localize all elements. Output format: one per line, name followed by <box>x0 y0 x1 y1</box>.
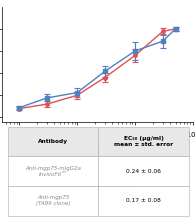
Legend: Anti-mgp75-mIgG2a InvivoFit™, Anti-mgp75 (TA99 clone): Anti-mgp75-mIgG2a InvivoFit™, Anti-mgp75… <box>41 177 154 190</box>
X-axis label: Log[Antibody] (μg/ml): Log[Antibody] (μg/ml) <box>55 144 140 153</box>
